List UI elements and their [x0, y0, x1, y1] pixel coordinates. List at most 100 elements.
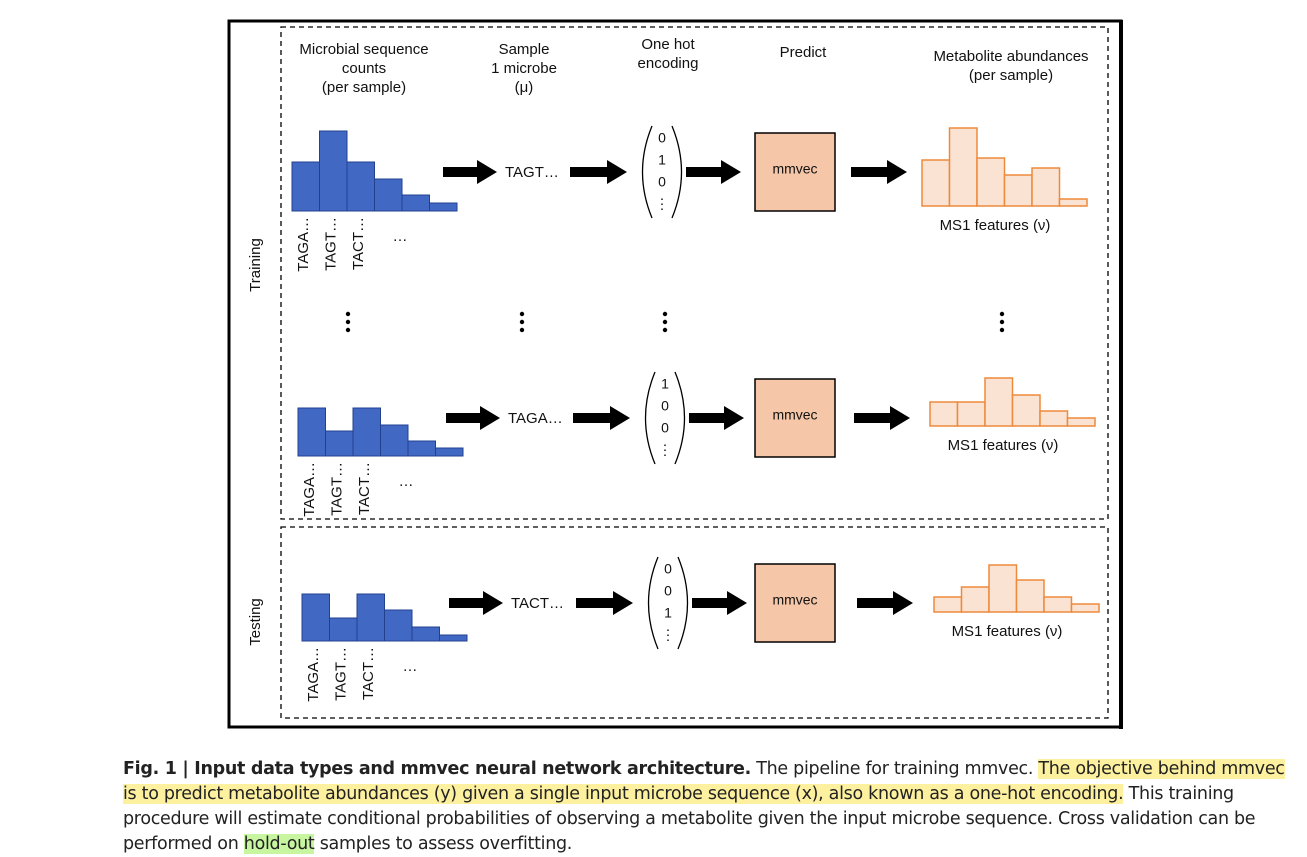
abundance-bar [1031, 167, 1061, 207]
model-label: mmvec [772, 592, 817, 608]
arrow [576, 591, 633, 615]
column-header: (per sample) [322, 79, 406, 96]
count-bar [301, 593, 330, 642]
abundance-bar [1043, 596, 1073, 613]
column-header: (per sample) [969, 67, 1053, 84]
abundance-bar [933, 596, 963, 613]
encoding-value: 1 [661, 376, 669, 392]
arrow [689, 406, 744, 430]
abundance-bar [956, 401, 986, 427]
model-box [754, 563, 836, 643]
sequence-label: TACT… [350, 217, 367, 270]
encoding-value: ⋮ [661, 627, 675, 643]
column-header: Sample [499, 41, 550, 58]
output-label: MS1 features (ν) [952, 623, 1063, 640]
encoding-value: 1 [664, 605, 672, 621]
caption-text: The pipeline for training mmvec. [750, 759, 1039, 779]
count-bar [384, 609, 413, 642]
count-bar [401, 194, 430, 212]
sequence-label: TAGT… [322, 217, 339, 271]
model-label: mmvec [772, 407, 817, 423]
count-bar [329, 617, 358, 642]
caption-label: Fig. 1 | Input data types and mmvec neur… [123, 759, 751, 779]
output-label: MS1 features (ν) [948, 437, 1059, 454]
encoding-value: ⋮ [655, 196, 669, 212]
figure: Training Testing Microbial sequence count… [227, 19, 1123, 729]
bracket [641, 125, 653, 219]
abundance-bar [1003, 174, 1033, 207]
sequence-label: TAGT… [332, 647, 349, 701]
bracket [644, 371, 656, 465]
column-header: counts [342, 60, 386, 77]
output-label: MS1 features (ν) [940, 217, 1051, 234]
encoding-value: 0 [661, 420, 669, 436]
sequence-label: TAGA… [295, 217, 312, 272]
arrow [854, 406, 910, 430]
encoding-value: 1 [658, 152, 666, 168]
encoding-value: 0 [664, 583, 672, 599]
count-bar [346, 161, 375, 212]
section-label: Training [247, 238, 264, 292]
count-bar [291, 161, 320, 212]
sequence-label: TAGT… [328, 462, 345, 516]
bracket [647, 556, 659, 650]
count-bar [435, 447, 464, 457]
count-bar [325, 430, 354, 457]
caption-highlight: hold-out [243, 834, 315, 854]
abundance-bar [921, 159, 951, 207]
sequence-label: TACT… [360, 647, 377, 700]
count-bar [429, 202, 458, 212]
sequence-label: TAGA… [301, 462, 318, 517]
arrow [686, 160, 741, 184]
bracket [677, 556, 689, 650]
count-bar [319, 130, 348, 212]
column-header: Microbial sequence [299, 41, 428, 58]
column-header: Predict [780, 44, 828, 61]
model-box [754, 132, 836, 212]
abundance-bar [984, 377, 1014, 427]
ellipsis-dots [345, 311, 1005, 333]
count-bar [352, 407, 381, 457]
column-header: encoding [638, 55, 699, 72]
arrow [857, 591, 913, 615]
abundance-bar [988, 564, 1018, 613]
arrow [443, 160, 497, 184]
encoding-value: ⋮ [658, 442, 672, 458]
arrow [449, 591, 503, 615]
sequence-label: TACT… [356, 462, 373, 515]
abundance-bar [1066, 417, 1096, 427]
bracket [671, 125, 683, 219]
arrow [692, 591, 747, 615]
abundance-bar [1039, 410, 1069, 427]
abundance-bar [976, 157, 1006, 207]
sequence-label: … [393, 228, 408, 245]
arrow [446, 406, 500, 430]
abundance-bar [1058, 198, 1088, 207]
sampled-sequence: TAGA… [508, 410, 563, 427]
testing-box [280, 526, 1109, 719]
arrow [570, 160, 627, 184]
count-bar [374, 178, 403, 212]
abundance-bar [960, 586, 990, 613]
page: Training Testing Microbial sequence count… [123, 19, 1285, 854]
sequence-label: … [399, 473, 414, 490]
sequence-label: TAGA… [305, 647, 322, 702]
arrow [851, 160, 907, 184]
caption-text: samples to assess overfitting. [314, 834, 573, 854]
abundance-bar [1070, 603, 1100, 613]
caption: Fig. 1 | Input data types and mmvec neur… [123, 757, 1293, 857]
abundance-bar [1015, 579, 1045, 613]
encoding-value: 0 [664, 561, 672, 577]
count-bar [439, 634, 468, 642]
sequence-label: … [403, 658, 418, 675]
sampled-sequence: TACT… [511, 595, 564, 612]
encoding-value: 0 [658, 130, 666, 146]
abundance-bar [929, 401, 959, 427]
bracket [674, 371, 686, 465]
arrow [573, 406, 630, 430]
encoding-value: 0 [661, 398, 669, 414]
column-header: One hot [641, 36, 695, 53]
column-header: Metabolite abundances [933, 48, 1088, 65]
count-bar [356, 593, 385, 642]
model-box [754, 378, 836, 458]
